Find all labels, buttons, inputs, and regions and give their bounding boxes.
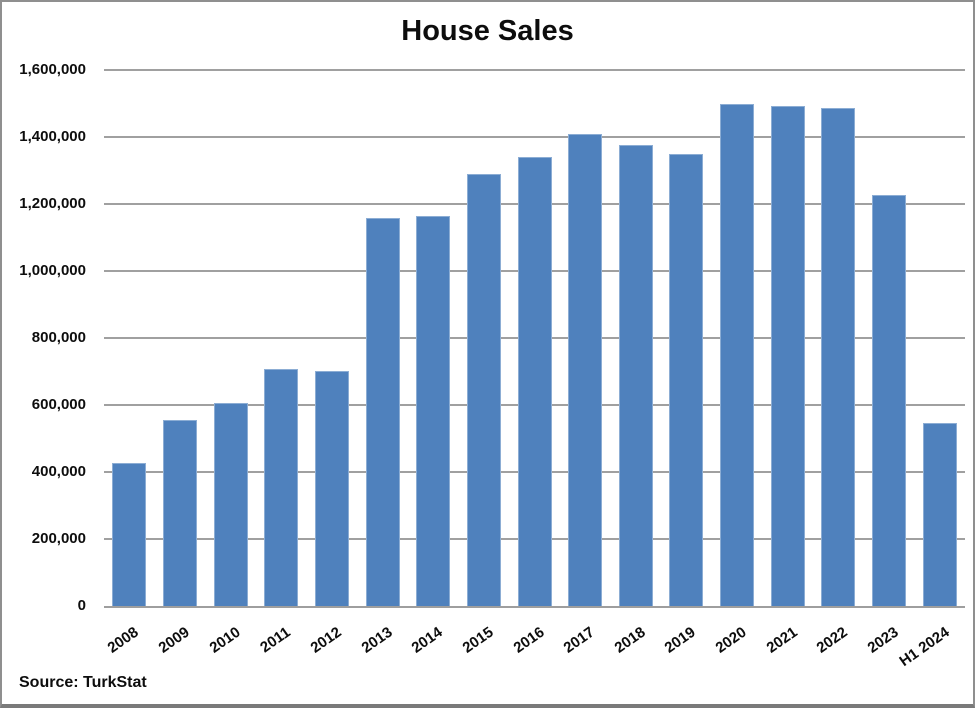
plot-area	[104, 69, 965, 608]
y-tick-label: 0	[77, 597, 86, 614]
x-axis-line	[104, 606, 965, 608]
source-note: Source: TurkStat	[19, 674, 147, 691]
y-tick-label: 200,000	[31, 530, 86, 547]
y-tick-label: 1,400,000	[19, 128, 86, 145]
x-axis: 2008 2009 2010 2011 2012 2013 2014 2015 2016 2017…	[104, 608, 965, 670]
y-tick-label: 1,000,000	[19, 262, 86, 279]
bar-2017	[568, 134, 603, 606]
bar-2021	[770, 106, 805, 606]
y-tick-label: 800,000	[31, 329, 86, 346]
y-gridline	[104, 69, 965, 71]
y-tick-label: 1,600,000	[19, 61, 86, 78]
bar-2022	[821, 108, 856, 606]
chart-title: House Sales	[401, 15, 574, 47]
bar-2018	[618, 145, 653, 606]
bar-2023	[872, 195, 907, 606]
bar-2020	[720, 103, 755, 606]
bar-2015	[466, 174, 501, 606]
bar-2008	[112, 462, 147, 606]
bar-2013	[365, 218, 400, 606]
y-tick-label: 600,000	[31, 396, 86, 413]
bar-2019	[669, 154, 704, 606]
bar-2011	[264, 368, 299, 606]
bar-h1-2024	[922, 423, 957, 606]
bar-2012	[314, 370, 349, 606]
bar-2010	[213, 402, 248, 606]
y-tick-label: 1,200,000	[19, 195, 86, 212]
bar-2016	[517, 156, 552, 606]
bar-2009	[162, 420, 197, 606]
y-axis: 0 200,000 400,000 600,000 800,000 1,000,000 1,…	[2, 61, 86, 614]
y-tick-label: 400,000	[31, 463, 86, 480]
bar-2014	[416, 215, 451, 606]
